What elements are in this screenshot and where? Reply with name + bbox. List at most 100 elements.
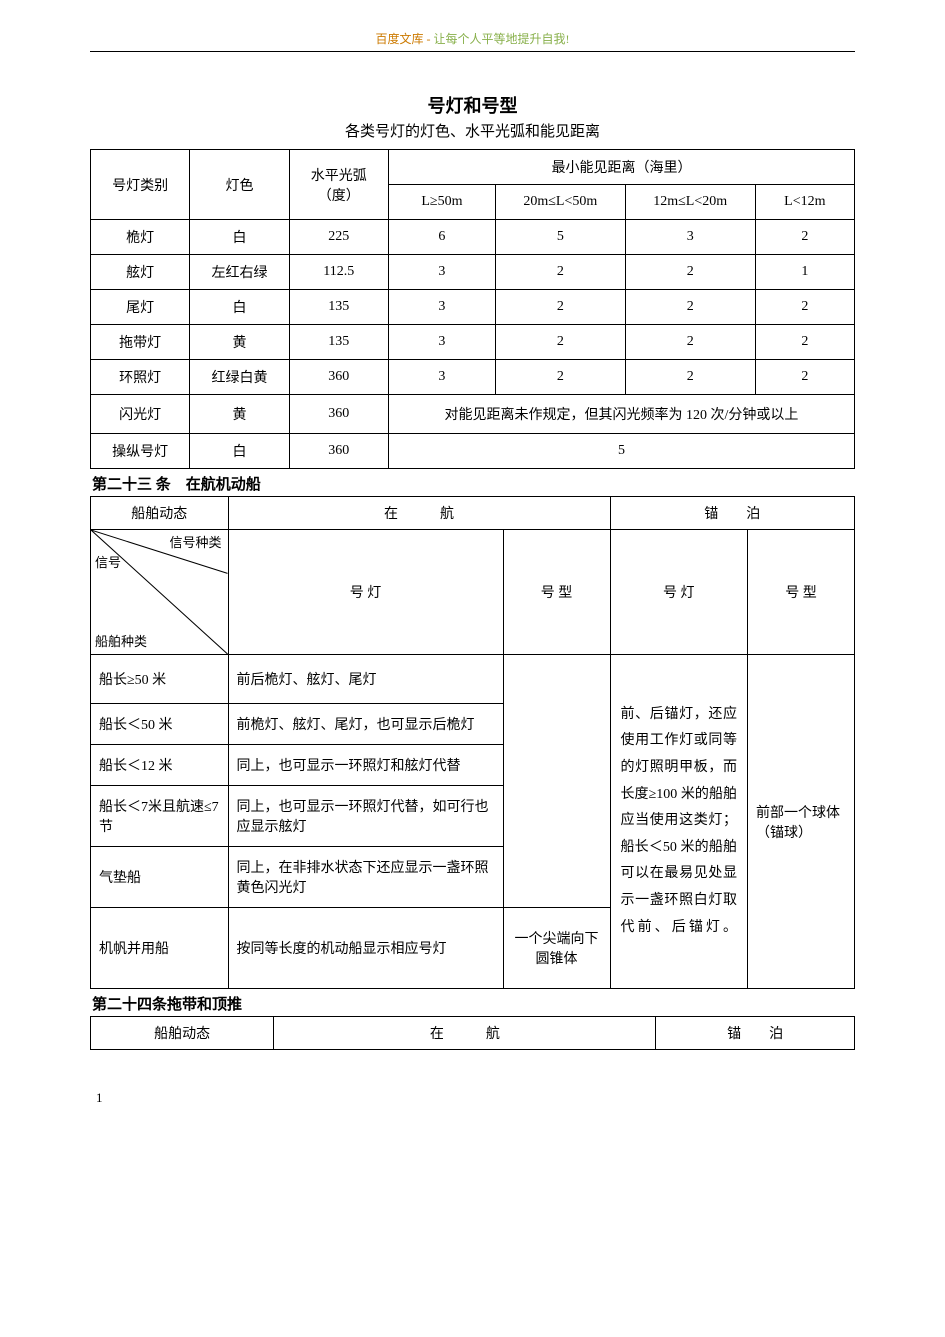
cell: 船长＜50 米	[91, 704, 229, 745]
main-title: 号灯和号型	[90, 92, 855, 118]
th-status: 船舶动态	[91, 497, 229, 530]
cell: 左红右绿	[190, 255, 289, 290]
th-underway: 在 航	[274, 1017, 656, 1050]
cell: 环照灯	[91, 360, 190, 395]
cell: 135	[289, 325, 388, 360]
cell: 3	[625, 220, 755, 255]
cell: 黄	[190, 325, 289, 360]
table-row: 环照灯 红绿白黄 360 3 2 2 2	[91, 360, 855, 395]
cell: 5	[388, 434, 854, 469]
cell: 2	[625, 290, 755, 325]
section-23-heading: 第二十三 条 在航机动船	[92, 473, 855, 494]
document-page: 百度文库 - 让每个人平等地提升自我! 号灯和号型 各类号灯的灯色、水平光弧和能…	[0, 0, 945, 1136]
table-row: 舷灯 左红右绿 112.5 3 2 2 1	[91, 255, 855, 290]
th-col-a: L≥50m	[388, 185, 495, 220]
cell: 2	[755, 220, 854, 255]
diag-top-label: 信号种类	[170, 532, 222, 551]
th-arc: 水平光弧（度）	[289, 150, 388, 220]
th-anchor-light: 号 灯	[610, 530, 748, 655]
header-sep: -	[424, 32, 434, 46]
cell: 同上，也可显示一环照灯代替，如可行也应显示舷灯	[228, 786, 503, 847]
page-header: 百度文库 - 让每个人平等地提升自我!	[90, 30, 855, 47]
cell: 黄	[190, 395, 289, 434]
cell: 6	[388, 220, 495, 255]
cell-empty	[503, 655, 610, 908]
cell: 同上，在非排水状态下还应显示一盏环照黄色闪光灯	[228, 847, 503, 908]
cell: 360	[289, 434, 388, 469]
cell: 360	[289, 360, 388, 395]
rule23-table: 船舶动态 在 航 锚 泊 信号种类 信号 船舶种类 号 灯 号 型 号 灯 号 …	[90, 496, 855, 989]
cell: 1	[755, 255, 854, 290]
anchor-light-cell: 前、后锚灯，还应使用工作灯或同等的灯照明甲板，而长度≥100 米的船舶应当使用这…	[610, 655, 748, 989]
table-row: 操纵号灯 白 360 5	[91, 434, 855, 469]
header-rule	[90, 51, 855, 52]
cell: 操纵号灯	[91, 434, 190, 469]
th-col-d: L<12m	[755, 185, 854, 220]
th-shape: 号 型	[503, 530, 610, 655]
th-col-c: 12m≤L<20m	[625, 185, 755, 220]
cell: 船长≥50 米	[91, 655, 229, 704]
cell: 135	[289, 290, 388, 325]
header-slogan: 让每个人平等地提升自我!	[434, 32, 570, 46]
cell: 气垫船	[91, 847, 229, 908]
sub-title: 各类号灯的灯色、水平光弧和能见距离	[90, 120, 855, 141]
cell: 拖带灯	[91, 325, 190, 360]
cell: 白	[190, 290, 289, 325]
diag-mid-label: 信号	[95, 552, 121, 571]
cell: 白	[190, 434, 289, 469]
rule24-table: 船舶动态 在 航 锚 泊	[90, 1016, 855, 1050]
cell: 360	[289, 395, 388, 434]
th-anchor-shape: 号 型	[748, 530, 855, 655]
section-24-heading: 第二十四条拖带和顶推	[92, 993, 855, 1014]
cell: 按同等长度的机动船显示相应号灯	[228, 908, 503, 989]
cell: 舷灯	[91, 255, 190, 290]
cell: 前桅灯、舷灯、尾灯，也可显示后桅灯	[228, 704, 503, 745]
lights-table: 号灯类别 灯色 水平光弧（度） 最小能见距离（海里） L≥50m 20m≤L<5…	[90, 149, 855, 469]
cell: 2	[625, 255, 755, 290]
page-number: 1	[90, 1090, 855, 1106]
cell: 2	[625, 360, 755, 395]
table-row: 拖带灯 黄 135 3 2 2 2	[91, 325, 855, 360]
cell: 2	[755, 290, 854, 325]
cell: 2	[495, 290, 625, 325]
cell: 前后桅灯、舷灯、尾灯	[228, 655, 503, 704]
th-status: 船舶动态	[91, 1017, 274, 1050]
header-site: 百度文库	[375, 32, 423, 46]
cell: 2	[495, 325, 625, 360]
cell: 5	[495, 220, 625, 255]
cell: 2	[495, 360, 625, 395]
cell: 112.5	[289, 255, 388, 290]
table-row: 船长≥50 米 前后桅灯、舷灯、尾灯 前、后锚灯，还应使用工作灯或同等的灯照明甲…	[91, 655, 855, 704]
cell: 红绿白黄	[190, 360, 289, 395]
th-anchor: 锚 泊	[610, 497, 855, 530]
cell: 3	[388, 325, 495, 360]
diagonal-header-cell: 信号种类 信号 船舶种类	[91, 530, 229, 655]
cell: 船长＜7米且航速≤7 节	[91, 786, 229, 847]
cell: 3	[388, 255, 495, 290]
anchor-shape-cell: 前部一个球体（锚球）	[748, 655, 855, 989]
cell: 船长＜12 米	[91, 745, 229, 786]
cell: 桅灯	[91, 220, 190, 255]
cell: 3	[388, 360, 495, 395]
table-row: 桅灯 白 225 6 5 3 2	[91, 220, 855, 255]
table-row: 闪光灯 黄 360 对能见距离未作规定，但其闪光频率为 120 次/分钟或以上	[91, 395, 855, 434]
table-row: 尾灯 白 135 3 2 2 2	[91, 290, 855, 325]
cell: 225	[289, 220, 388, 255]
cell: 一个尖端向下圆锥体	[503, 908, 610, 989]
cell: 闪光灯	[91, 395, 190, 434]
cell: 同上，也可显示一环照灯和舷灯代替	[228, 745, 503, 786]
cell: 2	[495, 255, 625, 290]
cell: 2	[755, 360, 854, 395]
th-visibility-group: 最小能见距离（海里）	[388, 150, 854, 185]
cell: 白	[190, 220, 289, 255]
cell: 3	[388, 290, 495, 325]
th-color: 灯色	[190, 150, 289, 220]
diag-bot-label: 船舶种类	[95, 631, 147, 650]
th-underway: 在 航	[228, 497, 610, 530]
cell: 机帆并用船	[91, 908, 229, 989]
cell: 2	[755, 325, 854, 360]
th-col-b: 20m≤L<50m	[495, 185, 625, 220]
cell: 尾灯	[91, 290, 190, 325]
th-category: 号灯类别	[91, 150, 190, 220]
th-anchor: 锚 泊	[656, 1017, 855, 1050]
